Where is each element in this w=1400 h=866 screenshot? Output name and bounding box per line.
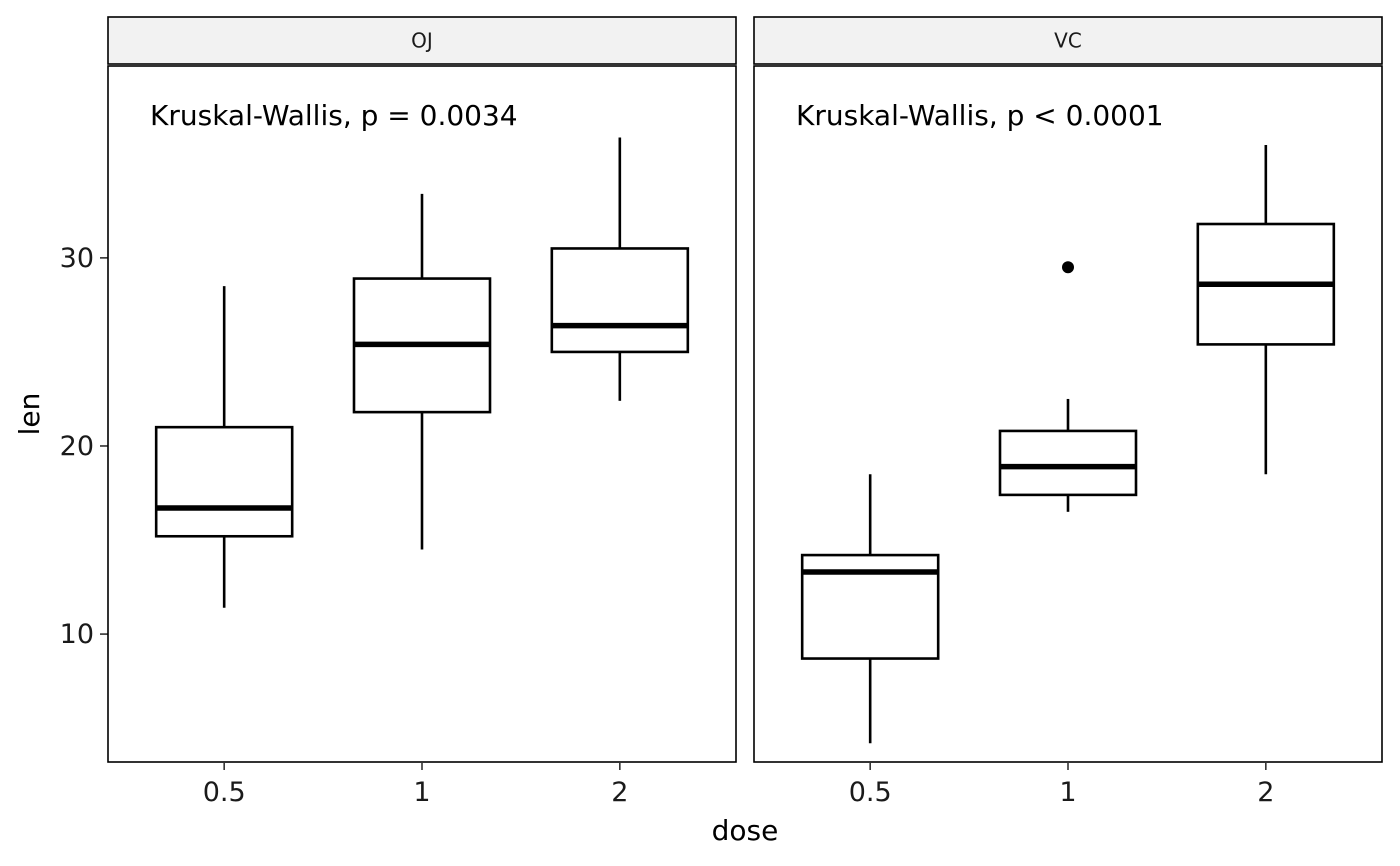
y-tick-label: 20	[60, 431, 94, 462]
x-tick-label: 1	[1059, 777, 1076, 808]
x-tick-label: 2	[1257, 777, 1274, 808]
kruskal-wallis-annotation: Kruskal-Wallis, p = 0.0034	[150, 99, 518, 132]
facet-strip-label: VC	[1054, 29, 1082, 53]
x-axis-title: dose	[712, 814, 779, 847]
facet-panels: OJ Kruskal-Wallis, p = 0.0034 0.5 1 2 VC Krusk…	[107, 16, 1383, 808]
kruskal-wallis-annotation: Kruskal-Wallis, p < 0.0001	[796, 99, 1164, 132]
y-axis: 10 20 30	[60, 243, 108, 650]
facet-strip	[107, 16, 737, 65]
boxplot-2	[550, 137, 690, 401]
x-tick-label: 0.5	[849, 777, 892, 808]
boxplot-0.5	[800, 474, 940, 744]
y-tick-label: 10	[60, 619, 94, 650]
iqr-box	[550, 247, 690, 354]
boxplot-2	[1196, 145, 1336, 475]
iqr-box	[998, 429, 1138, 497]
facet-strip	[753, 16, 1383, 65]
x-tick-label: 0.5	[203, 777, 246, 808]
boxplot-1	[998, 261, 1138, 512]
y-axis-title: len	[13, 393, 46, 436]
boxplot-1	[352, 193, 492, 550]
y-tick-label: 30	[60, 243, 94, 274]
iqr-box	[154, 425, 294, 538]
x-tick-label: 1	[413, 777, 430, 808]
boxplot-0.5	[154, 286, 294, 608]
facet-panel-vc: VC Kruskal-Wallis, p < 0.0001 0.5 1 2	[753, 16, 1383, 808]
facet-strip-label: OJ	[411, 29, 433, 53]
outlier-point	[1062, 261, 1074, 274]
facet-panel-oj: OJ Kruskal-Wallis, p = 0.0034 0.5 1 2	[107, 16, 737, 808]
x-tick-label: 2	[611, 777, 628, 808]
